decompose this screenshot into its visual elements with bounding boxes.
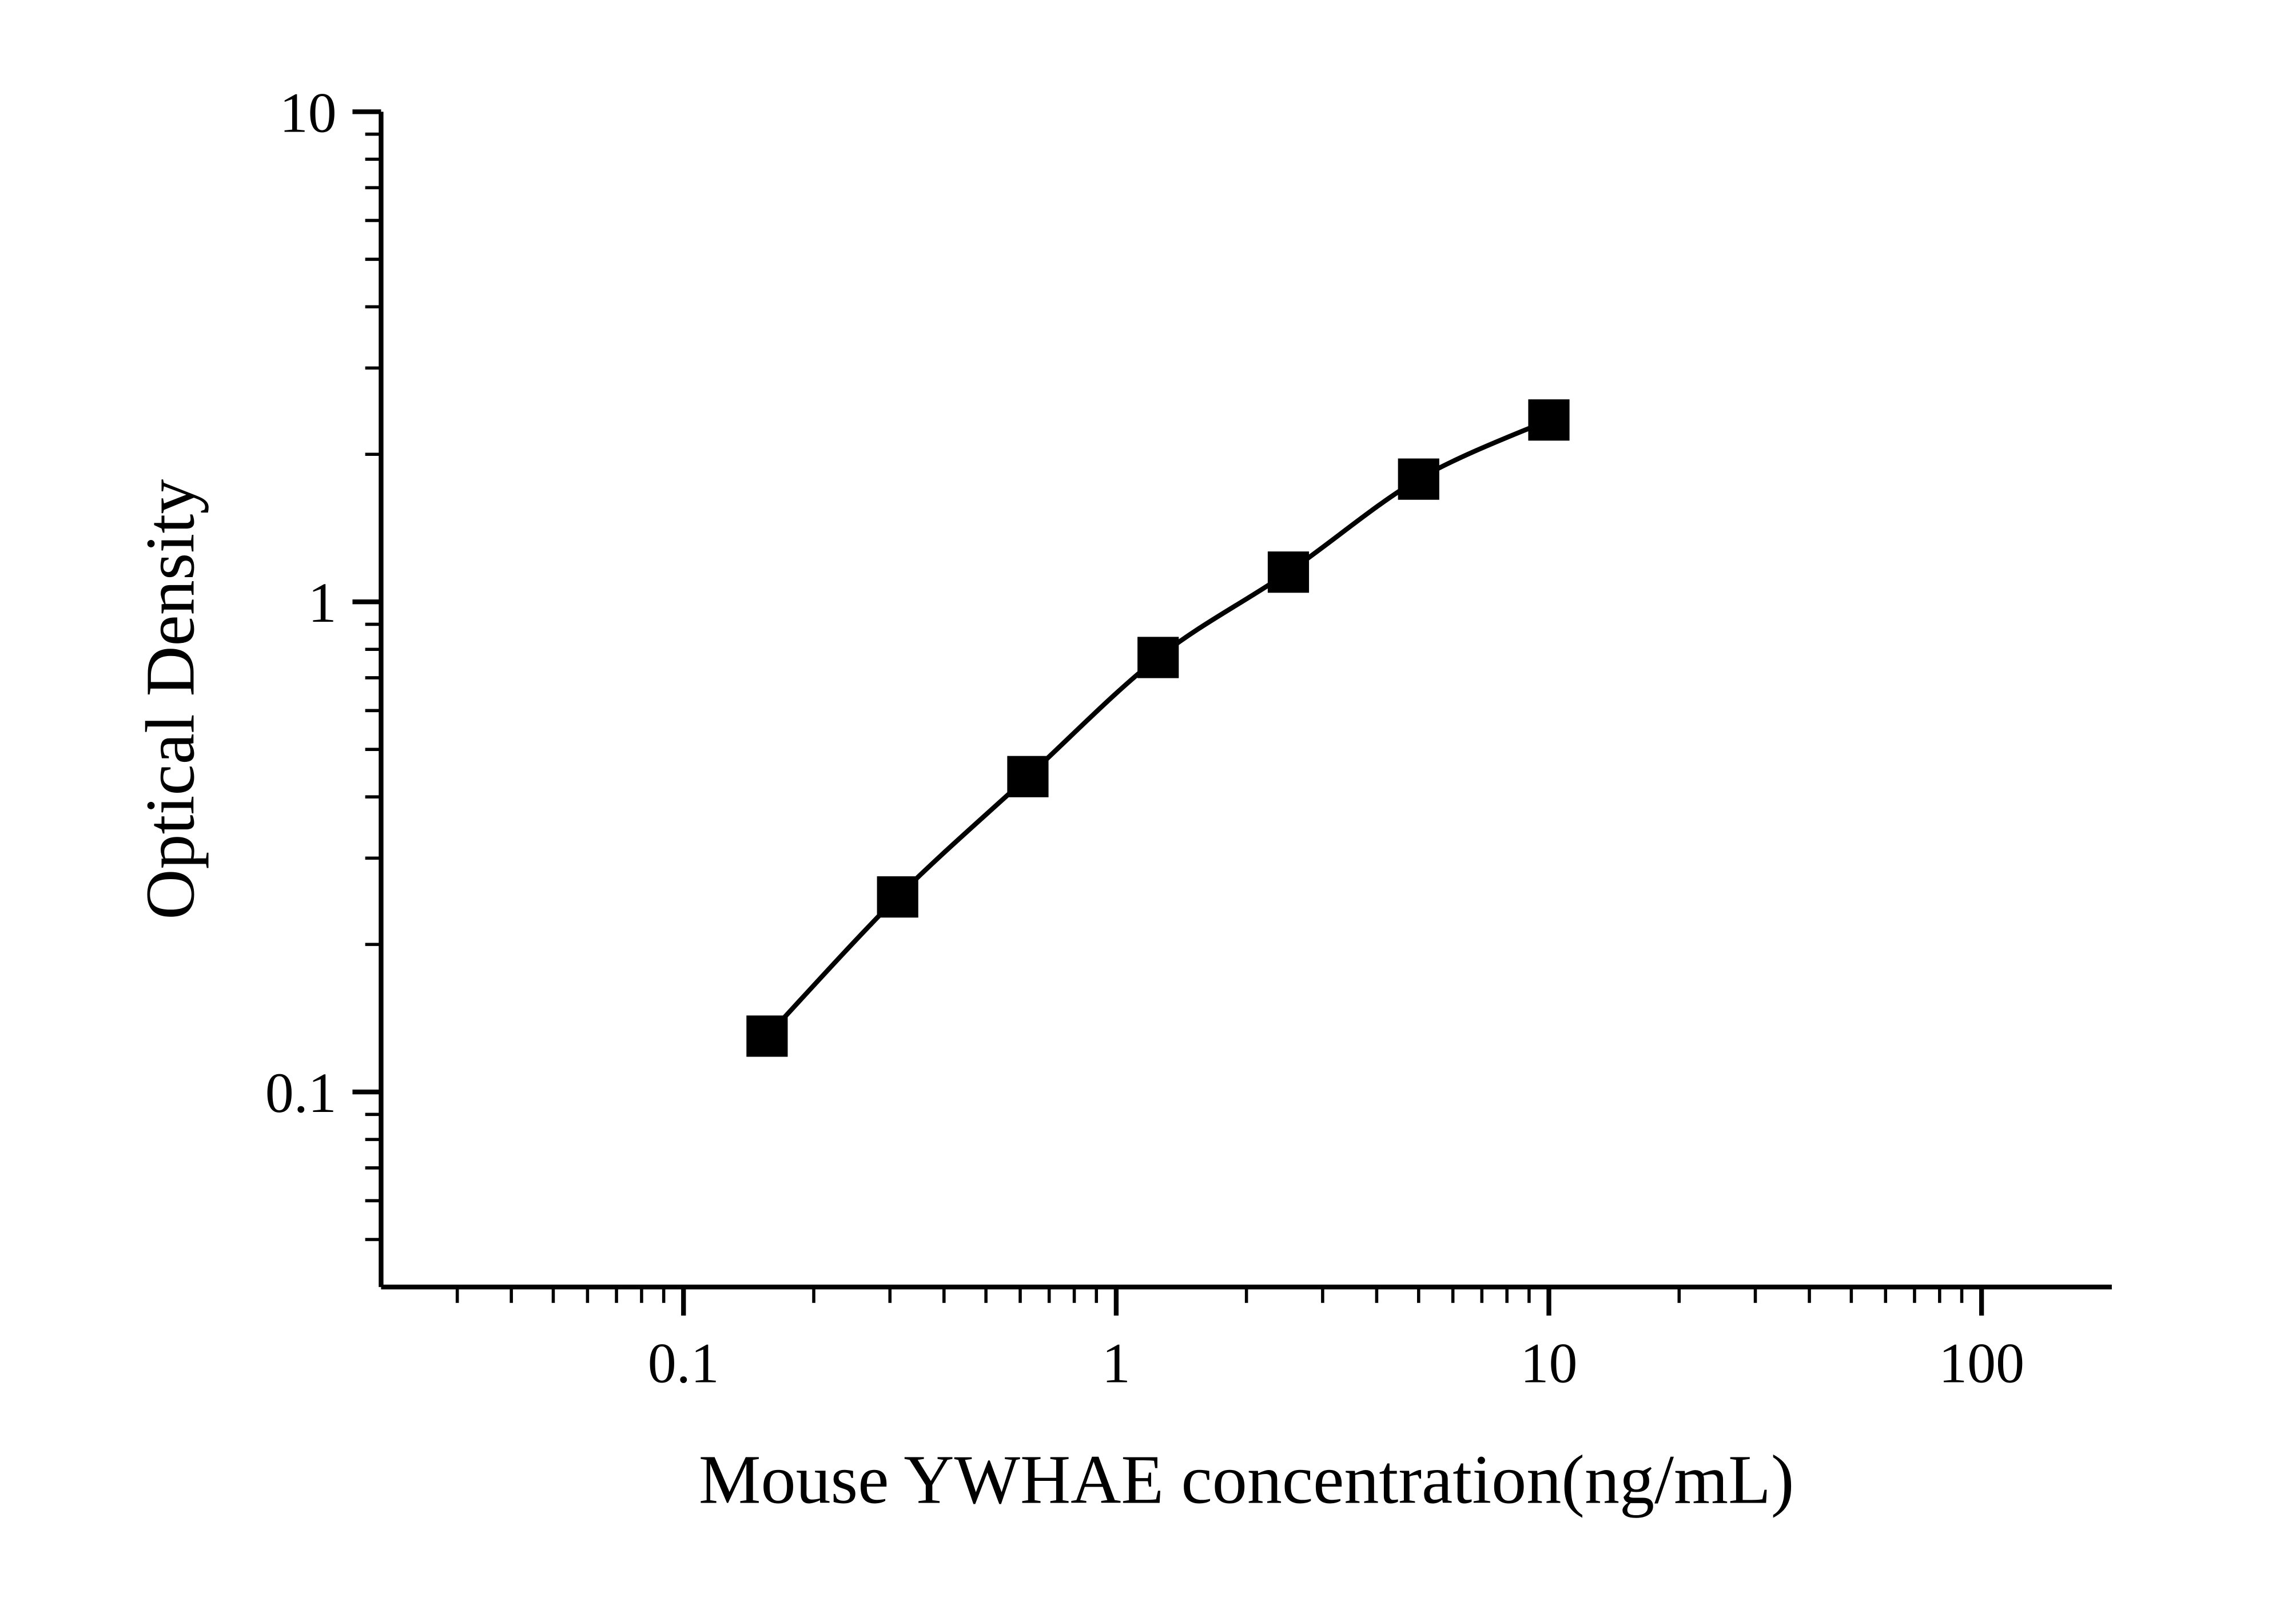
data-marker bbox=[1398, 458, 1439, 499]
chart-container: 0.1 1 10 100 0.1 1 10 Mouse YWHAE concentration… bbox=[0, 0, 2296, 1605]
elisa-standard-curve-chart: 0.1 1 10 100 0.1 1 10 Mouse YWHAE concentration… bbox=[0, 1, 2296, 1604]
y-axis-label: Optical Density bbox=[132, 479, 209, 919]
x-axis-label: Mouse YWHAE concentration(ng/mL) bbox=[699, 1441, 1794, 1518]
x-tick-label: 0.1 bbox=[648, 1331, 719, 1395]
data-marker bbox=[1268, 551, 1309, 593]
data-marker bbox=[1007, 756, 1048, 797]
data-marker bbox=[1137, 637, 1179, 678]
data-marker bbox=[746, 1015, 787, 1056]
y-tick-label: 10 bbox=[280, 81, 337, 144]
x-tick-label: 1 bbox=[1102, 1331, 1131, 1395]
y-tick-label: 0.1 bbox=[265, 1061, 337, 1125]
x-tick-label: 10 bbox=[1521, 1331, 1578, 1395]
x-tick-label: 100 bbox=[1939, 1331, 2024, 1395]
data-marker bbox=[1528, 399, 1569, 440]
y-tick-label: 1 bbox=[308, 571, 337, 634]
data-marker bbox=[877, 876, 918, 917]
